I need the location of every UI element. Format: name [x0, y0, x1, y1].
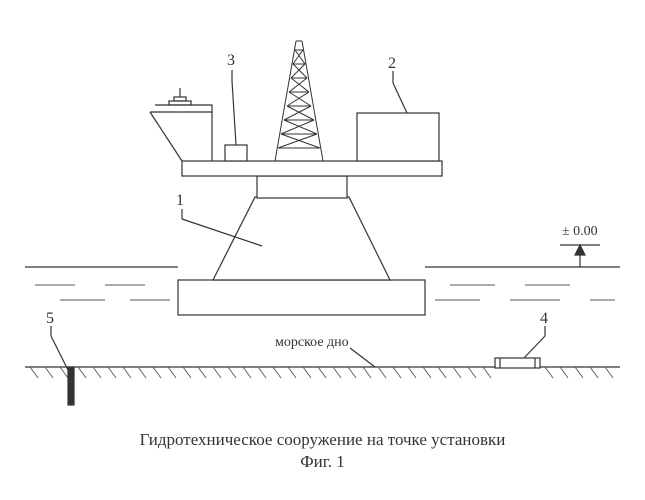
seabed-label: морское дно [275, 335, 349, 351]
caption-line-2: Фиг. 1 [0, 452, 645, 472]
callout-5: 5 [46, 310, 54, 328]
diagram-container: { "figure": { "caption_line1": "Гидротех… [0, 0, 645, 500]
callout-4: 4 [540, 310, 548, 328]
callout-3: 3 [227, 52, 235, 70]
diagram-svg [0, 0, 645, 500]
datum-label: ± 0.00 [562, 224, 598, 240]
callout-1: 1 [176, 192, 184, 210]
caption-line-1: Гидротехническое сооружение на точке уст… [0, 430, 645, 450]
callout-2: 2 [388, 55, 396, 73]
